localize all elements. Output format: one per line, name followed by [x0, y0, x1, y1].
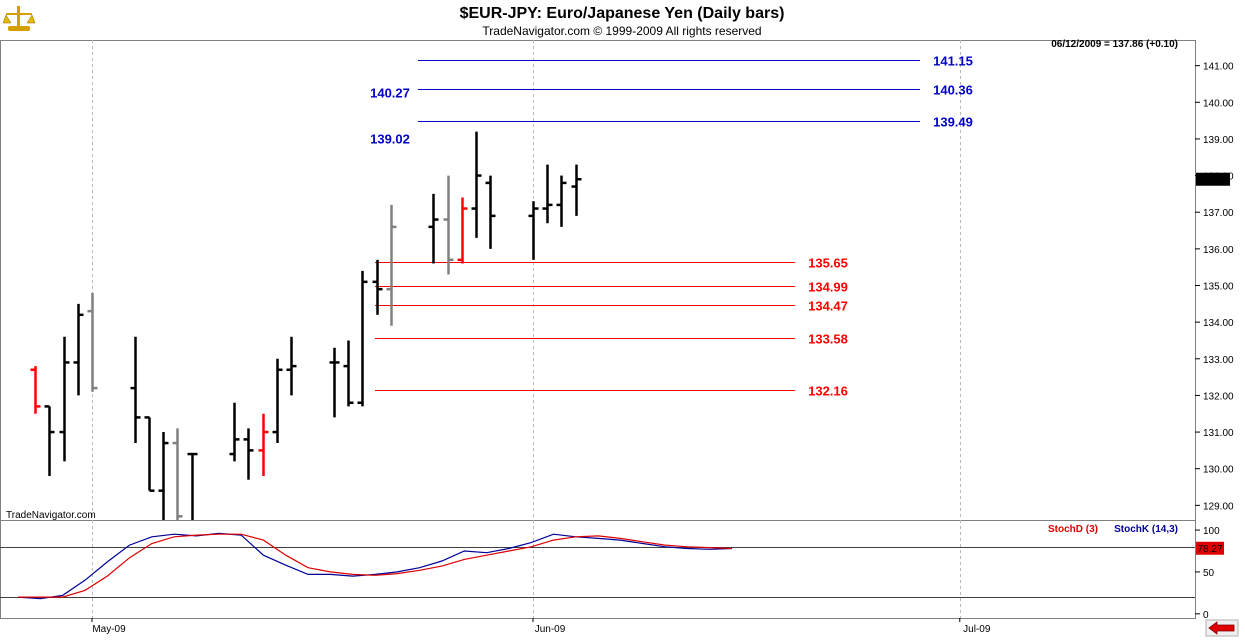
ohlc-bar: [443, 175, 454, 275]
svg-text:137.86: 137.86: [1198, 175, 1229, 186]
stochk-legend: StochK (14,3): [1114, 524, 1178, 535]
level-label: 134.99: [808, 280, 848, 295]
stochd-legend: StochD (3): [1048, 524, 1098, 535]
ohlc-bar: [44, 405, 55, 477]
ohlc-bar: [357, 270, 368, 407]
stoch-axis: 0 50 100: [1195, 526, 1220, 621]
price-tick-label: 131.00: [1203, 428, 1234, 439]
ohlc-bar: [130, 336, 141, 444]
price-panel-frame: [0, 40, 1196, 521]
level-label: 139.49: [933, 115, 973, 130]
level-label: 133.58: [808, 332, 848, 347]
ohlc-bar: [286, 336, 297, 396]
ohlc-bar: [372, 259, 383, 315]
stoch-tick-label: 100: [1203, 526, 1220, 537]
date-tick-label: Jun-09: [535, 624, 566, 635]
ohlc-bar: [343, 340, 354, 407]
ohlc-bar: [485, 175, 496, 249]
ohlc-bar: [158, 432, 169, 520]
stoch-series-line: [18, 533, 733, 598]
ohlc-bar: [457, 197, 468, 264]
level-label: 140.27: [370, 86, 410, 101]
ohlc-bar: [144, 416, 155, 492]
stoch-series-line: [17, 532, 733, 600]
ohlc-bar: [172, 428, 183, 520]
level-label: 135.65: [808, 256, 848, 271]
price-tick-label: 129.00: [1203, 501, 1234, 512]
stoch-panel-frame: [0, 520, 1196, 619]
price-tick-label: 130.00: [1203, 465, 1234, 476]
price-tick-label: 136.00: [1203, 245, 1234, 256]
ohlc-bar: [542, 164, 553, 224]
scales-logo-icon: [2, 6, 36, 31]
ohlc-bar: [471, 131, 482, 238]
price-tick-label: 134.00: [1203, 318, 1234, 329]
price-tick-label: 139.00: [1203, 135, 1234, 146]
price-tick-label: 133.00: [1203, 355, 1234, 366]
ohlc-bar: [329, 347, 340, 418]
stoch-tick-label: 50: [1203, 568, 1215, 579]
ohlc-bar: [73, 303, 84, 396]
last-price-tag: 137.86: [1196, 172, 1230, 186]
price-tick-label: 141.00: [1203, 62, 1234, 73]
date-axis: May-09 Jun-09 Jul-09: [91, 618, 991, 635]
level-label: 134.47: [808, 299, 848, 314]
price-tick-label: 140.00: [1203, 98, 1234, 109]
price-tick-label: 132.00: [1203, 391, 1234, 402]
stoch-tick-label: 0: [1203, 610, 1209, 621]
price-axis: 129.00 130.00 131.00 132.00 133.00 134.00 135.…: [1195, 62, 1234, 512]
ohlc-bar: [528, 201, 539, 260]
price-bars: [30, 131, 582, 520]
price-tick-label: 135.00: [1203, 281, 1234, 292]
chart-title: $EUR-JPY: Euro/Japanese Yen (Daily bars): [460, 5, 785, 22]
chart-subtitle: TradeNavigator.com © 1999-2009 All right…: [482, 24, 761, 38]
watermark: TradeNavigator.com: [6, 510, 96, 521]
left-arrow-icon[interactable]: [1205, 619, 1239, 637]
ohlc-bar: [428, 193, 439, 264]
level-label: 141.15: [933, 54, 973, 69]
ohlc-bar: [272, 358, 283, 444]
ohlc-bar: [87, 292, 98, 392]
ohlc-bar: [386, 204, 397, 326]
ohlc-bar: [258, 413, 269, 477]
ohlc-bar: [59, 336, 70, 462]
ohlc-bar: [243, 428, 254, 480]
last-info: 06/12/2009 = 137.86 (+0.10): [1051, 39, 1178, 50]
level-label: 132.16: [808, 384, 848, 399]
ohlc-bar: [229, 402, 240, 462]
price-tick-label: 137.00: [1203, 208, 1234, 219]
date-tick-label: May-09: [92, 624, 126, 635]
stoch-value-tag: 78.27: [1196, 541, 1224, 555]
level-label: 139.02: [370, 132, 410, 147]
fibonacci-levels: 141.15 140.36 140.27 139.49 139.02 135.65 134.…: [370, 54, 973, 399]
date-tick-label: Jul-09: [963, 624, 991, 635]
svg-text:78.27: 78.27: [1197, 544, 1222, 555]
ohlc-bar: [571, 164, 582, 216]
stochastic-lines: [0, 532, 1195, 600]
ohlc-bar: [556, 175, 567, 227]
ohlc-bar: [187, 452, 198, 520]
ohlc-bar: [30, 366, 41, 414]
level-label: 140.36: [933, 83, 973, 98]
